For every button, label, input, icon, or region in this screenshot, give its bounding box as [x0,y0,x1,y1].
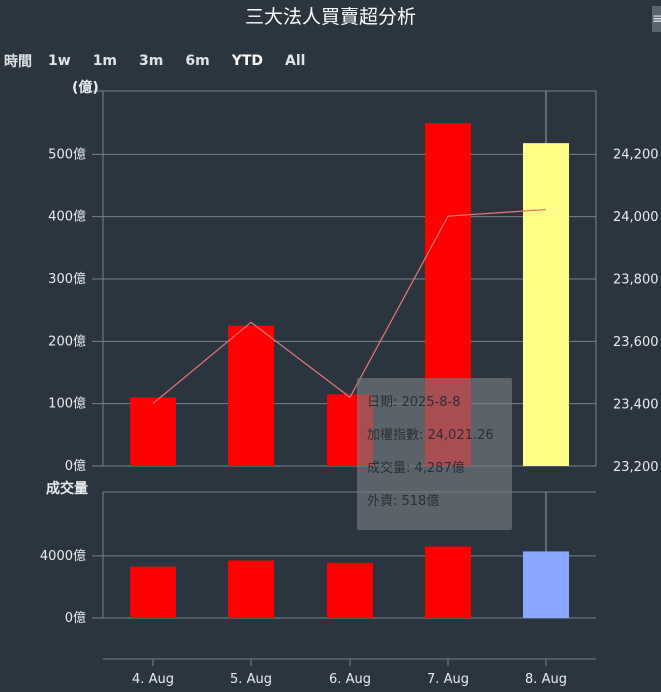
tooltip-index: 加權指數: 24,021.26 [367,428,494,443]
range-button-1w[interactable]: 1w [48,53,71,69]
y-tick-label-right: 24,000 [613,210,659,225]
tooltip: 日期: 2025-8-8 加權指數: 24,021.26 成交量: 4,287億… [357,378,512,530]
bar-top [523,143,569,466]
tooltip-foreign: 外資: 518億 [367,494,440,509]
hamburger-menu-icon[interactable]: ≡ [652,6,661,32]
bar-top [228,325,274,466]
range-button-3m[interactable]: 3m [139,53,164,69]
y-tick-label-left: 400億 [48,209,86,225]
tooltip-volume: 成交量: 4,287億 [367,461,465,476]
chart-title: 三大法人買賣超分析 [244,6,416,28]
y-tick-label-right: 23,200 [613,460,659,475]
x-tick-label: 6. Aug [329,672,371,687]
y-tick-label-left: 200億 [48,333,86,349]
y-tick-label-left: 500億 [48,146,86,162]
range-button-1m[interactable]: 1m [92,53,118,69]
y-tick-label-left: 0億 [65,458,86,474]
range-button-ytd[interactable]: YTD [231,53,264,69]
tooltip-date: 日期: 2025-8-8 [367,395,461,410]
bar-top [130,397,176,466]
index-line [152,208,547,405]
y-tick-label-bottom: 4000億 [40,548,86,564]
range-selector: 時間 1w 1m 3m 6m YTD All [4,52,327,70]
y-tick-label-left: 300億 [48,271,86,287]
range-button-6m[interactable]: 6m [185,53,210,69]
bar-bottom [523,551,569,618]
range-selector-label: 時間 [4,54,32,70]
y-tick-label-right: 23,400 [613,398,659,413]
bar-bottom [327,562,373,618]
x-tick-label: 4. Aug [132,672,174,687]
bar-bottom [130,566,176,618]
x-tick-label: 7. Aug [427,672,469,687]
range-button-all[interactable]: All [285,53,306,69]
x-tick-label: 8. Aug [525,672,567,687]
y-tick-label-right: 23,800 [613,273,659,288]
y-tick-label-right: 23,600 [613,335,659,350]
y-tick-label-left: 100億 [48,396,86,412]
y-axis-title-bottom: 成交量 [46,480,88,497]
bar-bottom [425,546,471,618]
y-axis-title-top: (億) [72,79,99,96]
x-tick-label: 5. Aug [230,672,272,687]
y-tick-label-bottom: 0億 [65,610,86,626]
bar-bottom [228,560,274,618]
y-tick-label-right: 24,200 [613,148,659,163]
